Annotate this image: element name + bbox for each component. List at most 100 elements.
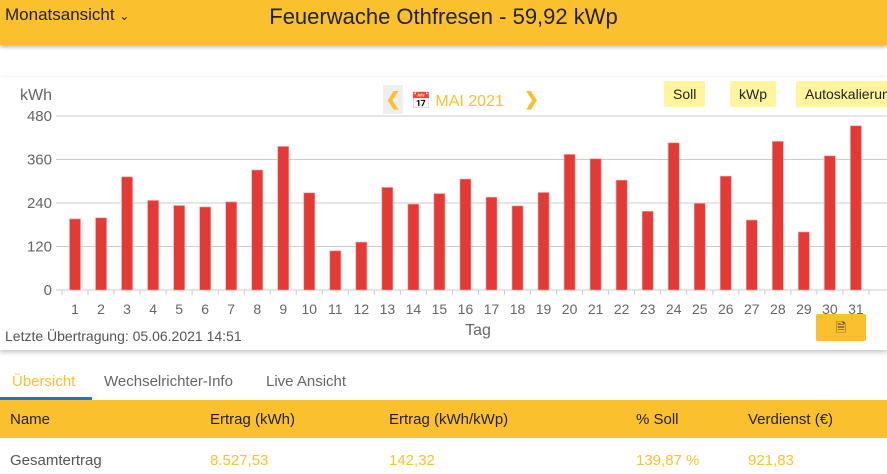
pdf-export-button[interactable]: 🗎 [816,314,866,341]
view-selector-label: Monatsansicht [5,5,115,24]
x-tick-label: 24 [666,301,682,317]
x-tick-label: 7 [227,301,235,317]
column-header-name: Name [10,411,51,428]
bar-day-1 [69,218,81,291]
bar-day-30 [824,155,836,291]
x-tick-label: 8 [253,301,261,317]
x-tick-label: 20 [562,301,578,317]
x-tick-label: 29 [796,301,812,317]
row-specific-yield: 142,32 [389,452,435,469]
x-tick-label: 27 [744,301,760,317]
bar-day-9 [277,146,290,291]
y-tick-label: 0 [44,282,52,299]
bar-day-14 [407,203,420,291]
x-tick-label: 17 [484,301,500,317]
x-tick-label: 15 [432,301,448,317]
view-selector[interactable]: Monatsansicht ⌄ [5,5,129,25]
x-tick-label: 19 [536,301,552,317]
y-tick-label: 360 [27,152,52,169]
x-tick-label: 13 [380,301,396,317]
bar-day-29 [798,231,810,291]
calendar-icon: 📅 [411,93,431,110]
bar-day-4 [147,200,159,291]
x-tick-label: 23 [640,301,656,317]
row-yield: 8.527,53 [210,452,269,469]
bar-day-17 [485,196,498,291]
tab-live-view[interactable]: Live Ansicht [266,373,347,390]
row-name: Gesamtertrag [10,452,102,469]
y-tick-label: 120 [27,239,52,256]
y-axis-label: kWh [20,87,52,104]
x-tick-label: 25 [692,301,708,317]
x-tick-label: 11 [328,301,343,317]
x-axis-label: Tag [465,322,491,339]
bar-day-20 [563,154,576,291]
column-header-target-percent: % Soll [636,411,679,428]
bar-day-28 [772,141,784,291]
x-tick-label: 22 [614,301,630,317]
x-tick-label: 16 [458,301,474,317]
last-transfer: Letzte Übertragung: 05.06.2021 14:51 [5,328,242,344]
bar-day-3 [121,176,133,291]
x-tick-label: 18 [510,301,526,317]
x-tick-label: 26 [718,301,734,317]
x-tick-label: 4 [149,301,157,317]
next-month-button[interactable]: ❯ [524,89,539,110]
bar-day-11 [329,250,342,291]
autoscale-button[interactable]: Autoskalierung [796,81,887,107]
x-tick-label: 5 [175,301,183,317]
bar-day-22 [615,179,628,291]
bar-day-10 [303,192,316,291]
bar-day-24 [667,142,680,291]
x-tick-label: 6 [201,301,209,317]
bar-day-2 [95,217,107,291]
bar-day-21 [589,158,602,291]
bar-day-15 [433,193,446,291]
previous-month-button[interactable]: ❮ [383,85,403,114]
y-tick-label: 480 [27,108,52,125]
x-tick-label: 2 [97,301,105,317]
tab-overview[interactable]: Übersicht [12,373,76,390]
x-tick-label: 12 [354,301,370,317]
x-tick-label: 21 [588,301,604,317]
row-earnings: 921,83 [748,452,794,469]
x-tick-label: 3 [123,301,131,317]
bar-day-27 [745,219,758,291]
bar-day-12 [355,241,368,291]
bar-day-8 [251,169,264,291]
active-tab-indicator [0,397,92,400]
kwp-button[interactable]: kWp [730,81,776,107]
month-label: MAI 2021 [435,93,504,110]
chevron-left-icon: ❮ [385,89,401,109]
x-tick-label: 30 [822,301,838,317]
x-tick-label: 31 [848,301,864,317]
x-tick-label: 28 [770,301,786,317]
chevron-down-icon: ⌄ [119,9,130,23]
bar-day-13 [381,187,394,291]
chevron-right-icon: ❯ [524,89,540,109]
column-header-yield: Ertrag (kWh) [210,411,296,428]
bar-day-6 [199,206,211,291]
tab-inverter-info[interactable]: Wechselrichter-Info [104,373,233,390]
bar-day-26 [719,175,732,291]
column-header-specific-yield: Ertrag (kWh/kWp) [389,411,509,428]
month-picker[interactable]: 📅 MAI 2021 [411,91,504,111]
bar-day-16 [459,178,472,291]
bar-day-31 [850,125,862,291]
bar-day-23 [641,211,654,291]
x-tick-label: 10 [301,301,317,317]
page-title: Feuerwache Othfresen - 59,92 kWp [269,4,618,29]
bar-day-7 [225,201,237,291]
x-tick-label: 14 [406,301,422,317]
column-header-earnings: Verdienst (€) [748,411,834,428]
x-tick-label: 1 [71,301,79,317]
x-tick-label: 9 [279,301,287,317]
top-bar: Monatsansicht ⌄ Feuerwache Othfresen - 5… [0,0,887,45]
bar-day-25 [693,203,706,291]
pdf-file-icon: 🗎 [835,320,847,335]
bar-day-19 [537,192,550,291]
soll-button[interactable]: Soll [664,81,706,107]
y-tick-label: 240 [27,195,52,212]
table-header: Name Ertrag (kWh) Ertrag (kWh/kWp) % Sol… [0,400,887,438]
